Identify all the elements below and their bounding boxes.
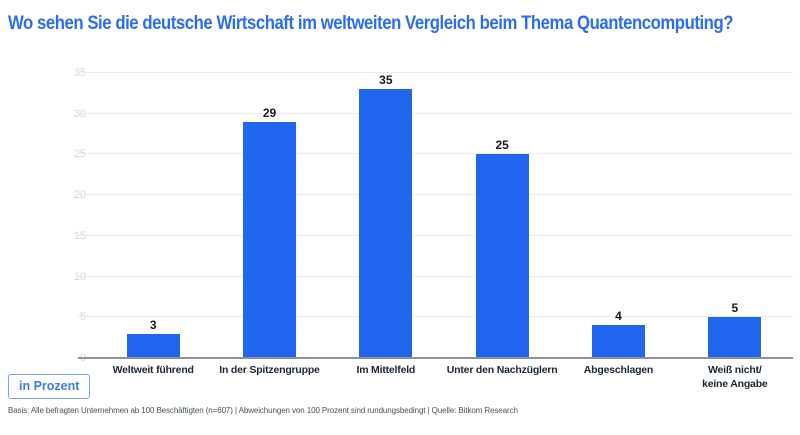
bar-value-label: 35 [379,73,393,87]
unit-badge: in Prozent [8,374,91,399]
category-label: Im Mittelfeld [356,364,416,376]
bar [708,317,762,358]
bar-column: 35 [328,73,444,358]
bar-value-label: 29 [262,105,277,120]
plot-area: 3 29 35 25 4 5 [78,72,793,359]
y-tick-label: 10 [73,270,86,283]
category-labels: Weltweit führend In der Spitzengruppe Im M… [95,364,793,391]
bar [475,154,529,358]
gridline [78,72,793,73]
bar [126,333,180,358]
y-tick-label: 30 [73,107,86,120]
category-label: Unter den Nachzüglern [446,364,558,376]
bar-value-label: 3 [149,317,157,332]
bar-column: 4 [560,73,676,358]
bar [591,325,645,358]
x-axis-line [78,357,793,359]
bar [359,89,413,358]
gridline [78,153,793,155]
category-label: Weiß nicht/ keine Angabe [702,364,768,390]
bar-column: 5 [677,73,793,358]
category-label: Abgeschlagen [583,364,654,376]
chart-title: Wo sehen Sie die deutsche Wirtschaft im … [8,13,734,34]
y-tick-label: 35 [73,67,86,79]
bar-column: 29 [211,73,327,358]
y-tick-label: 5 [79,311,86,324]
y-axis: 05101520253035 [50,67,86,364]
category-label: Weltweit führend [112,364,194,376]
bar-column: 3 [95,73,211,358]
gridline [78,234,793,236]
bar-value-label: 4 [615,309,622,324]
y-tick-label: 20 [73,189,86,202]
y-tick-label: 25 [73,148,86,161]
y-tick-label: 15 [73,229,86,242]
gridline [78,316,793,318]
category-label: In der Spitzengruppe [219,364,320,376]
gridline [78,275,793,277]
bar-value-label: 5 [731,301,739,316]
gridline [78,194,793,196]
bar-value-label: 25 [495,138,509,153]
bar-columns: 3 29 35 25 4 5 [95,73,793,358]
source-note: Basis: Alle befragten Unternehmen ab 100… [8,406,518,415]
bar-column: 25 [444,73,560,358]
gridline [78,112,793,114]
bar [242,121,296,358]
